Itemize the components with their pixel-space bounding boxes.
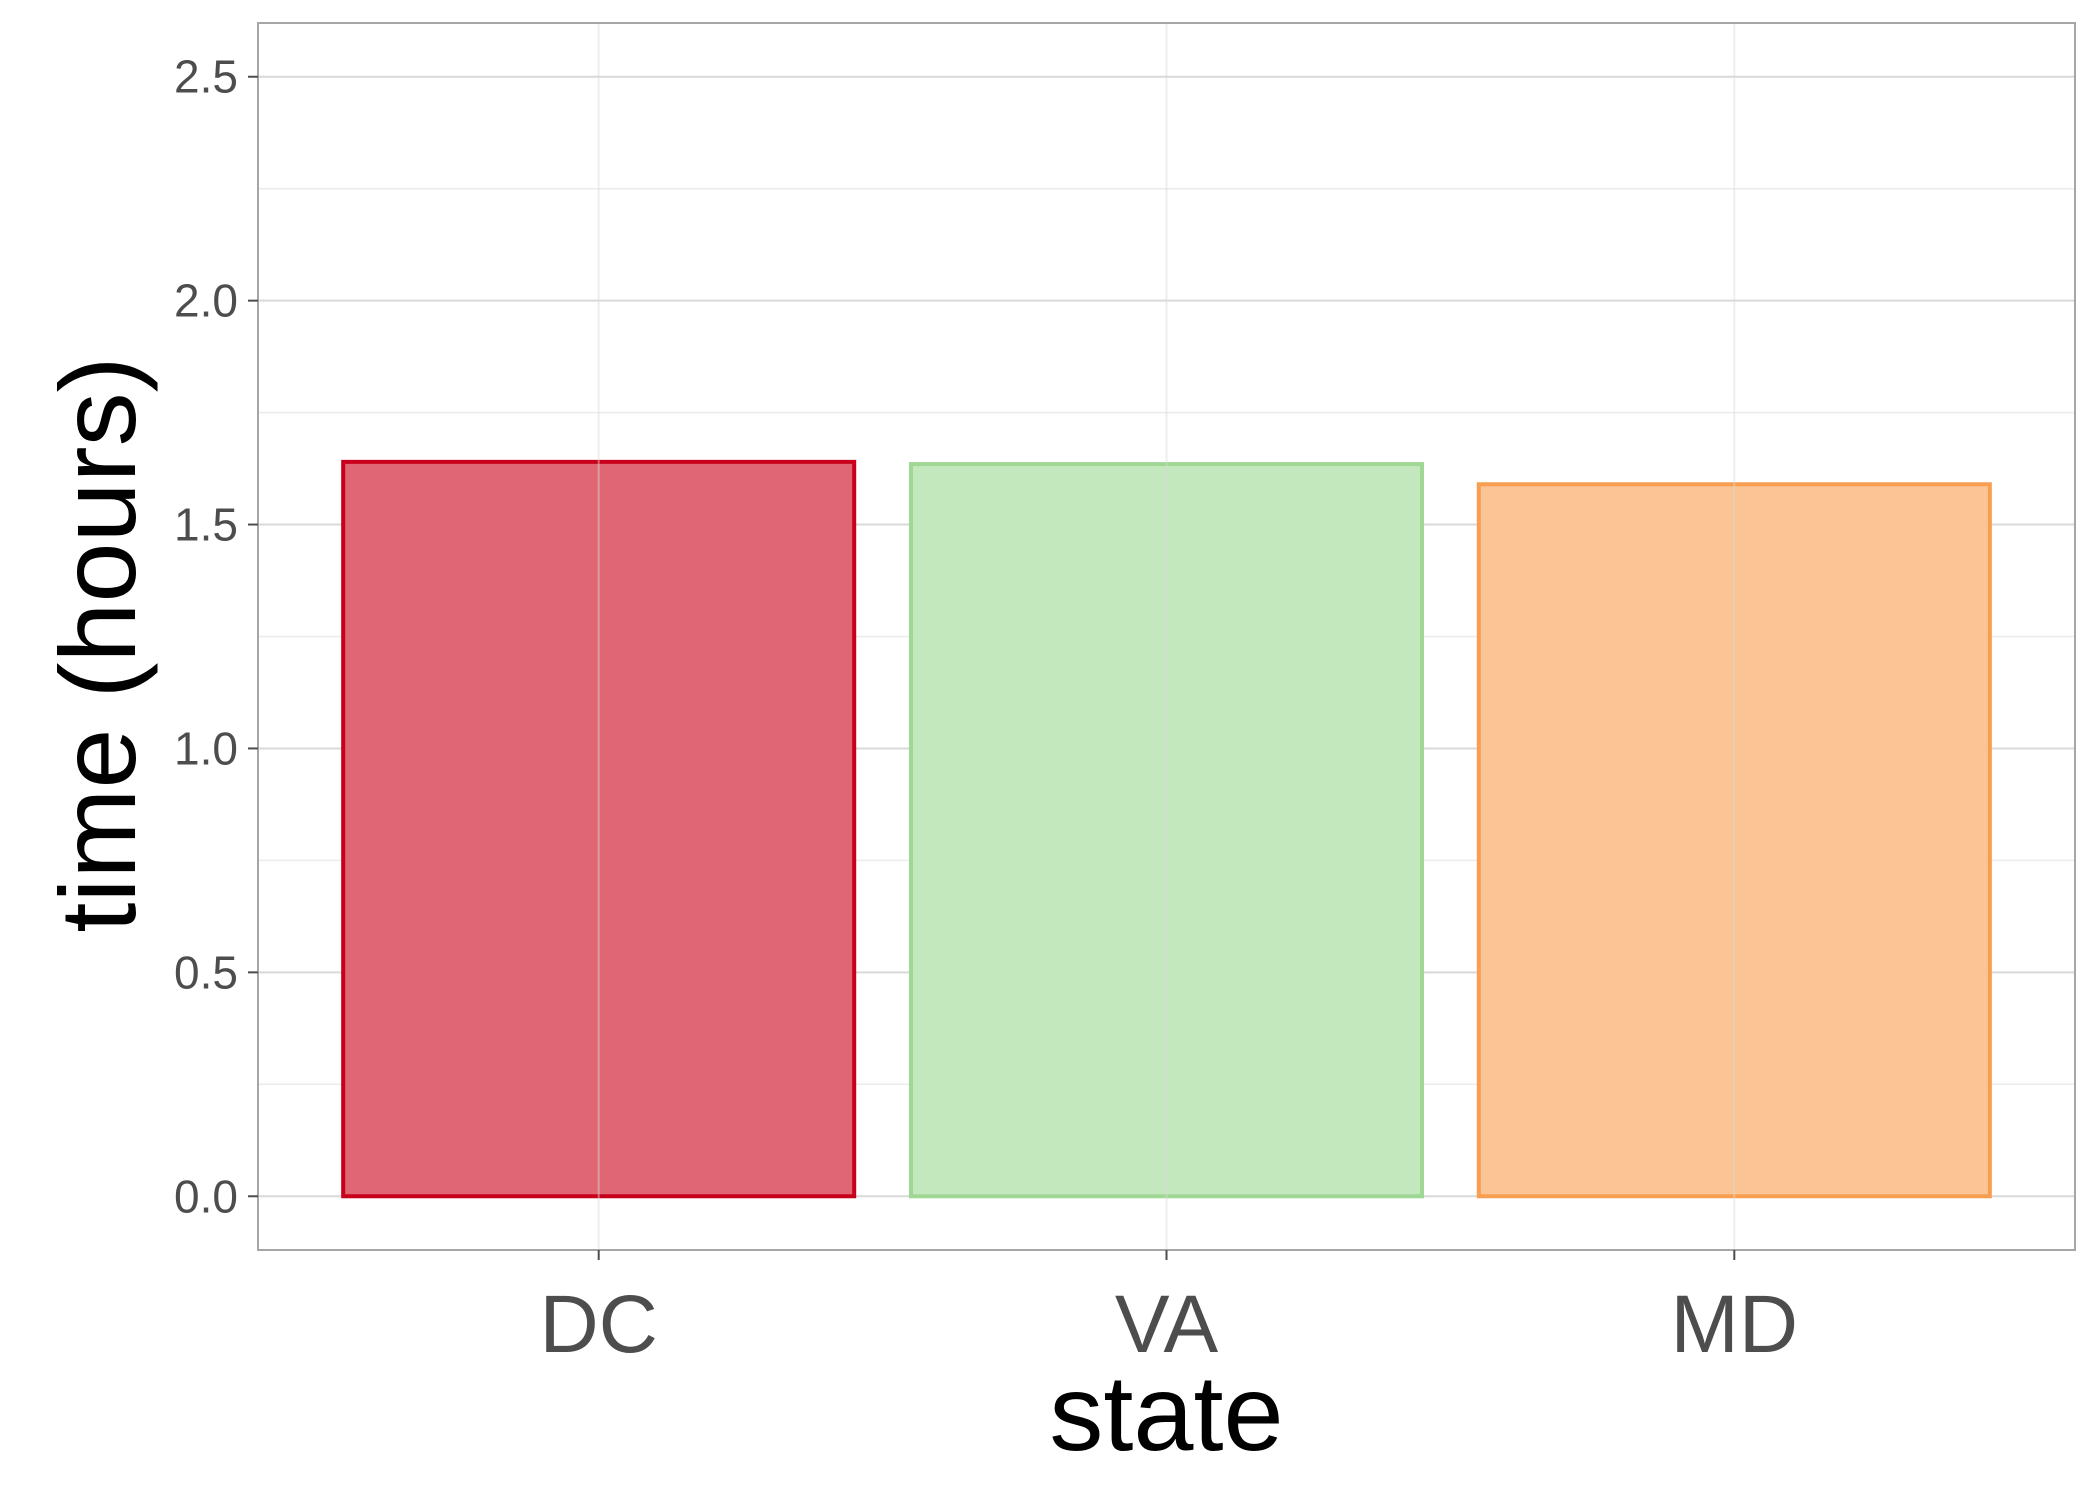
bars: [341, 459, 1992, 1199]
x-tick-label-va: VA: [1115, 1279, 1219, 1370]
x-tick-label-dc: DC: [539, 1279, 657, 1370]
y-tick-label: 1.5: [174, 499, 238, 551]
y-tick-label: 2.5: [174, 51, 238, 103]
y-tick-label: 1.0: [174, 722, 238, 774]
x-axis-ticks: DC VA MD: [539, 1250, 1798, 1370]
vertical-grid-lines: [597, 23, 1736, 1250]
y-tick-label: 0.5: [174, 946, 238, 998]
x-tick-label-md: MD: [1671, 1279, 1799, 1370]
bar-va: [908, 462, 1425, 1199]
y-tick-label: 2.0: [174, 275, 238, 327]
bar-dc: [341, 459, 857, 1199]
y-axis-title: time (hours): [37, 356, 158, 932]
x-axis-title: state: [1049, 1352, 1283, 1473]
y-axis-ticks: 0.0 0.5 1.0 1.5 2.0 2.5: [174, 51, 258, 1222]
bar-md: [1476, 482, 1992, 1199]
y-tick-label: 0.0: [174, 1170, 238, 1222]
